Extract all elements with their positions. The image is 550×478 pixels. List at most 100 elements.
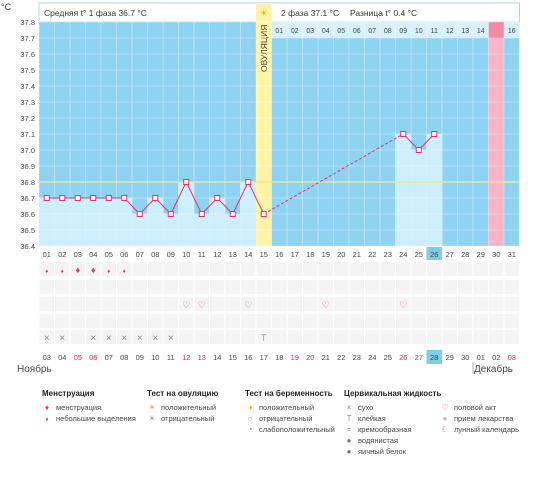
cycle-day-label: 11 xyxy=(198,250,206,259)
marker-cell xyxy=(489,280,504,294)
marker-cell xyxy=(117,297,132,311)
calendar-date: 24 xyxy=(368,353,376,362)
legend-item: кремообразная xyxy=(358,425,412,434)
marker-cell xyxy=(117,262,132,276)
marker-cell xyxy=(55,314,70,328)
heart-icon: ♡ xyxy=(399,300,407,310)
cycle-day-label: 26 xyxy=(430,250,438,259)
marker-cell xyxy=(256,280,271,294)
calendar-date: 07 xyxy=(105,353,113,362)
marker-cell xyxy=(396,330,411,344)
temperature-segment xyxy=(247,181,265,215)
marker-cell xyxy=(303,297,318,311)
marker-cell xyxy=(194,330,209,344)
calendar-date: 06 xyxy=(89,353,97,362)
marker-cell xyxy=(256,262,271,276)
y-tick-label: 37.6 xyxy=(20,50,35,59)
legend-item: положительный xyxy=(161,403,217,412)
marker-cell xyxy=(272,297,287,311)
marker-cell xyxy=(225,297,240,311)
marker-cell xyxy=(458,280,473,294)
marker-cell xyxy=(334,314,349,328)
marker-cell xyxy=(55,330,70,344)
marker-cell xyxy=(179,262,194,276)
legend-menstruation-title: Менструация xyxy=(42,389,95,398)
legend-item: небольшие выделения xyxy=(56,414,136,423)
temperature-point xyxy=(105,195,112,201)
calendar-date: 22 xyxy=(337,353,345,362)
temperature-bar xyxy=(100,197,117,247)
phase2-day-number: 08 xyxy=(384,28,392,35)
cycle-day-label: 16 xyxy=(275,250,283,259)
temperature-bar xyxy=(116,197,133,247)
marker-cell xyxy=(132,280,147,294)
heart-icon: ♡ xyxy=(244,300,252,310)
dry-icon: × xyxy=(59,333,65,344)
legend-pregnancy-test: Тест на беременность ◑ положительный ○ отр… xyxy=(245,389,335,435)
temperature-point xyxy=(214,195,221,201)
sticky-icon: ⟙ xyxy=(261,333,267,343)
calendar-date: 03 xyxy=(508,353,516,362)
marker-cell xyxy=(132,330,147,344)
sun-negative-icon: ☀ xyxy=(148,414,156,423)
dry-icon: × xyxy=(44,333,50,344)
marker-cell xyxy=(504,297,519,311)
small-drop-icon: ♦ xyxy=(123,269,126,275)
marker-cell xyxy=(411,280,426,294)
marker-cell xyxy=(427,280,442,294)
marker-cell xyxy=(334,280,349,294)
diff-label: Разница t° 0.4 °C xyxy=(350,8,417,18)
y-tick-label: 37.7 xyxy=(20,34,35,43)
marker-cell xyxy=(148,280,163,294)
marker-cell xyxy=(39,280,54,294)
marker-cell xyxy=(86,297,101,311)
marker-cell xyxy=(334,297,349,311)
small-drop-icon: ♦ xyxy=(107,269,110,275)
temperature-segment xyxy=(232,181,249,215)
marker-cell xyxy=(210,262,225,276)
sun-positive-icon: ☀ xyxy=(148,403,156,412)
legend-ovulation-title: Тест на овуляцию xyxy=(147,389,219,398)
marker-cell xyxy=(349,330,364,344)
y-tick-label: 36.5 xyxy=(20,226,35,235)
marker-cell xyxy=(489,297,504,311)
phase2-day-number: 12 xyxy=(446,28,454,35)
temperature-point xyxy=(400,131,407,137)
marker-cell xyxy=(473,297,488,311)
marker-cell xyxy=(303,330,318,344)
calendar-date: 29 xyxy=(446,353,454,362)
menstruation-icon: ♦ xyxy=(44,403,50,412)
marker-cell xyxy=(411,330,426,344)
calendar-today-highlight xyxy=(426,350,442,364)
marker-cell xyxy=(241,297,256,311)
marker-cell xyxy=(194,314,209,328)
marker-cell xyxy=(225,262,240,276)
calendar-date: 01 xyxy=(477,353,485,362)
marker-cell xyxy=(396,297,411,311)
marker-cell xyxy=(132,262,147,276)
legend-other: ♡ половой акт ● прием лекарства ☾ лунный ка… xyxy=(440,402,519,435)
legend-pregnancy-title: Тест на беременность xyxy=(245,389,333,398)
marker-cell xyxy=(334,330,349,344)
calendar-date: 14 xyxy=(213,353,221,362)
marker-cell xyxy=(287,330,302,344)
calendar-date: 13 xyxy=(198,353,206,362)
marker-cell xyxy=(489,330,504,344)
marker-cell xyxy=(473,262,488,276)
marker-cell xyxy=(210,314,225,328)
legend-item: менструация xyxy=(56,403,102,412)
cycle-day-label: 23 xyxy=(384,250,392,259)
phase2-day-number: 04 xyxy=(322,28,330,35)
temperature-point xyxy=(245,179,252,185)
marker-cell xyxy=(272,280,287,294)
calendar-date: 08 xyxy=(120,353,128,362)
marker-cell xyxy=(101,330,116,344)
marker-cell xyxy=(241,262,256,276)
marker-cell xyxy=(442,262,457,276)
marker-cell xyxy=(458,297,473,311)
phase2-day-number: 11 xyxy=(431,28,438,35)
marker-cell xyxy=(55,262,70,276)
marker-cell xyxy=(225,280,240,294)
phase2-day-number: 06 xyxy=(353,28,361,35)
temperature-segment xyxy=(185,181,203,215)
